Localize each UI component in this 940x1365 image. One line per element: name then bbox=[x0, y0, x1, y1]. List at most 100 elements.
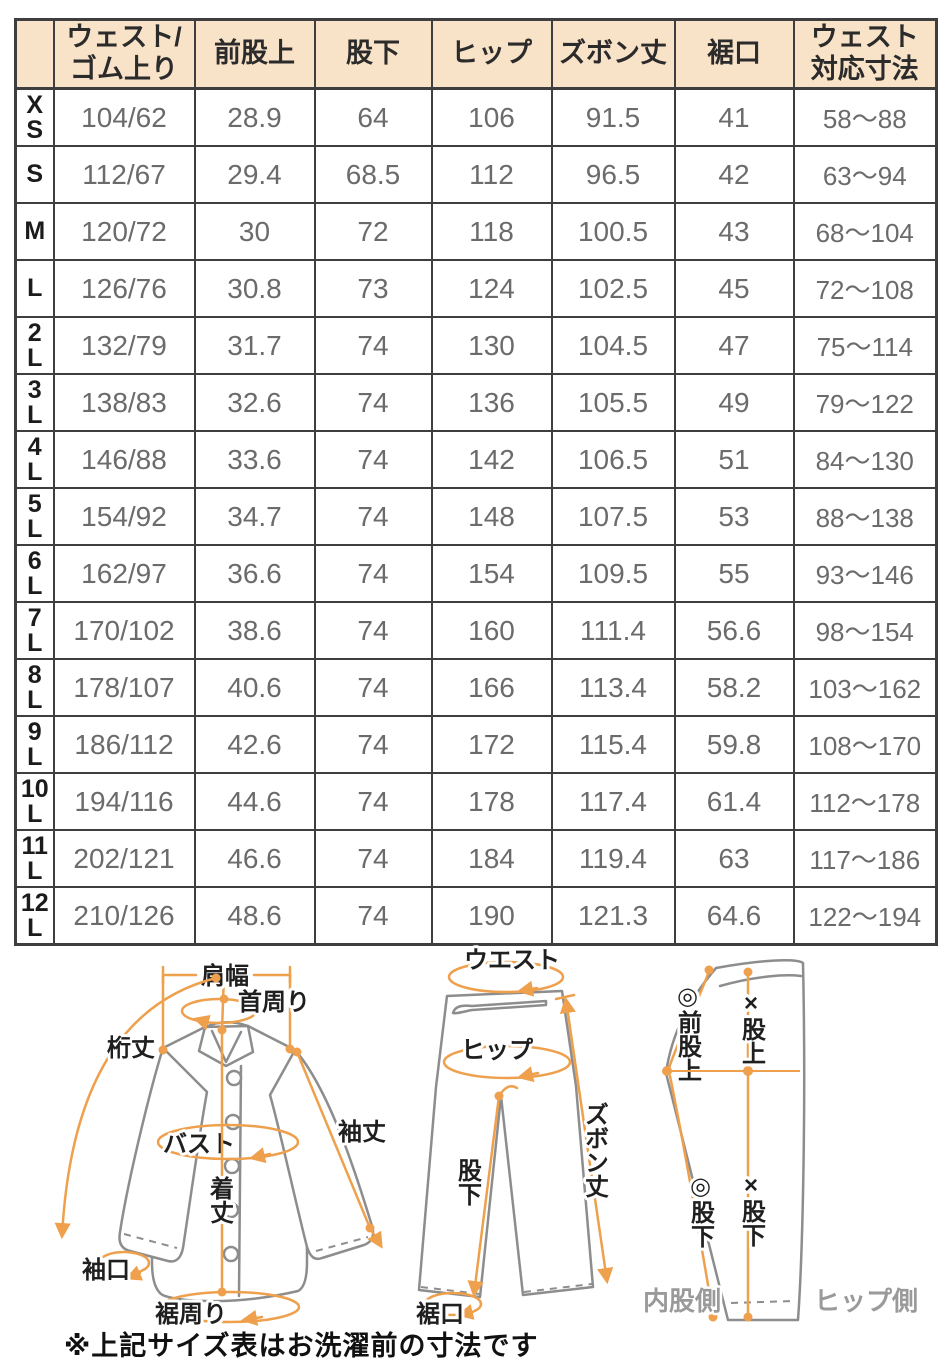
header-line: ヒップ bbox=[451, 38, 532, 69]
value-cell: 102.5 bbox=[550, 259, 676, 318]
value-cell: 34.7 bbox=[193, 487, 316, 546]
bust-ellipse bbox=[156, 1123, 300, 1161]
value-cell: 190 bbox=[430, 886, 553, 946]
value-cell: 74 bbox=[313, 772, 433, 831]
cuff-ellipse bbox=[97, 1250, 151, 1276]
table-row: 3 L 138/83 32.6 74 136 105.5 49 79～122 bbox=[14, 373, 938, 432]
value-cell: 40.6 bbox=[193, 658, 316, 717]
size-cell: 9 L bbox=[14, 715, 55, 774]
col-header-hem: 裾口 bbox=[673, 18, 795, 90]
value-cell: 91.5 bbox=[550, 87, 676, 147]
col-header-inseam: 股下 bbox=[313, 18, 433, 90]
table-row: 4 L 146/88 33.6 74 142 106.5 51 84～130 bbox=[14, 430, 938, 489]
pants-length-label: ズボン丈 bbox=[581, 1102, 609, 1198]
header-line: ウェスト/ bbox=[66, 22, 182, 53]
value-cell: 63～94 bbox=[792, 145, 938, 204]
value-cell: 74 bbox=[313, 316, 433, 375]
value-cell: 118 bbox=[430, 202, 553, 261]
value-cell: 104.5 bbox=[550, 316, 676, 375]
value-cell: 109.5 bbox=[550, 544, 676, 603]
value-cell: 117.4 bbox=[550, 772, 676, 831]
inseam-line bbox=[467, 1094, 501, 1298]
hem-opening-label: 裾口 bbox=[416, 1300, 464, 1328]
inner-side-label: 内股側 bbox=[643, 1286, 721, 1316]
col-header-waist-elastic: ウェスト/ ゴム上り bbox=[52, 18, 196, 90]
size-chart-table: ウェスト/ ゴム上り 前股上 股下 ヒップ ズボン丈 裾口 ウェスト 対応寸法 bbox=[14, 18, 938, 946]
value-cell: 58.2 bbox=[673, 658, 795, 717]
value-cell: 75～114 bbox=[792, 316, 938, 375]
drawstring bbox=[451, 999, 548, 1015]
size-cell: 7 L bbox=[14, 601, 55, 660]
col-header-waist-range: ウェスト 対応寸法 bbox=[792, 18, 938, 90]
waist-label: ウエスト bbox=[464, 947, 560, 974]
side-outline bbox=[664, 959, 806, 1322]
diagram-canvas: 肩幅 首周り 桁丈 バスト 着丈 袖丈 袖口 裾周り bbox=[54, 944, 921, 1331]
pants-front-diagram: ウエスト ヒップ ズボン丈 股下 裾口 bbox=[413, 944, 614, 1331]
corner-cell bbox=[14, 18, 55, 90]
hip-side-label: ヒップ側 bbox=[814, 1286, 918, 1316]
value-cell: 106 bbox=[430, 87, 553, 147]
value-cell: 119.4 bbox=[550, 829, 676, 888]
col-header-front-rise: 前股上 bbox=[193, 18, 316, 90]
value-cell: 113.4 bbox=[550, 658, 676, 717]
table-row: M 120/72 30 72 118 100.5 43 68～104 bbox=[14, 202, 938, 261]
measurement-diagrams: 肩幅 首周り 桁丈 バスト 着丈 袖丈 袖口 裾周り bbox=[0, 944, 940, 1360]
value-cell: 88～138 bbox=[792, 487, 938, 546]
value-cell: 79～122 bbox=[792, 373, 938, 432]
value-cell: 38.6 bbox=[193, 601, 316, 660]
hem-opening-ellipse bbox=[423, 1291, 483, 1317]
value-cell: 142 bbox=[430, 430, 553, 489]
waist-arrow bbox=[516, 980, 539, 997]
value-cell: 63 bbox=[673, 829, 795, 888]
shirt-diagram: 肩幅 首周り 桁丈 バスト 着丈 袖丈 袖口 裾周り bbox=[54, 959, 386, 1331]
value-cell: 154 bbox=[430, 544, 553, 603]
value-cell: 68.5 bbox=[313, 145, 433, 204]
shirt-left-sleeve bbox=[118, 1046, 209, 1263]
size-cell: 12 L bbox=[14, 886, 55, 946]
pants-hem-dashes bbox=[420, 1283, 593, 1295]
col-header-pants-length: ズボン丈 bbox=[550, 18, 676, 90]
value-cell: 106.5 bbox=[550, 430, 676, 489]
inseam-a-label: ◎股下 bbox=[687, 1172, 715, 1248]
table-row: 7 L 170/102 38.6 74 160 111.4 56.6 98～154 bbox=[14, 601, 938, 660]
table-row: L 126/76 30.8 73 124 102.5 45 72～108 bbox=[14, 259, 938, 318]
neck-ellipse bbox=[180, 997, 258, 1025]
value-cell: 32.6 bbox=[193, 373, 316, 432]
shoulder-width-line bbox=[161, 965, 292, 985]
table-row: S 112/67 29.4 68.5 112 96.5 42 63～94 bbox=[14, 145, 938, 204]
side-hem-dashes bbox=[730, 1300, 795, 1304]
value-cell: 68～104 bbox=[792, 202, 938, 261]
value-cell: 48.6 bbox=[193, 886, 316, 946]
collar-lapels bbox=[197, 1024, 255, 1068]
value-cell: 108～170 bbox=[792, 715, 938, 774]
pants-side-diagram: ◎前股上 ×股上 ◎股下 ×股下 内股側 ヒップ側 bbox=[641, 959, 921, 1322]
table-row: 6 L 162/97 36.6 74 154 109.5 55 93～146 bbox=[14, 544, 938, 603]
value-cell: 30.8 bbox=[193, 259, 316, 318]
table-row: 8 L 178/107 40.6 74 166 113.4 58.2 103～162 bbox=[14, 658, 938, 717]
left-cuff-dashes bbox=[123, 1233, 178, 1249]
value-cell: 136 bbox=[430, 373, 553, 432]
value-cell: 43 bbox=[673, 202, 795, 261]
value-cell: 74 bbox=[313, 487, 433, 546]
inseam-a-line bbox=[668, 1074, 715, 1316]
size-cell: 5 L bbox=[14, 487, 55, 546]
value-cell: 64.6 bbox=[673, 886, 795, 946]
header-line: ゴム上り bbox=[70, 54, 178, 84]
value-cell: 202/121 bbox=[52, 829, 196, 888]
value-cell: 124 bbox=[430, 259, 553, 318]
table-row: 10 L 194/116 44.6 74 178 117.4 61.4 112～178 bbox=[14, 772, 938, 831]
pants-length-tick bbox=[554, 993, 576, 1001]
value-cell: 33.6 bbox=[193, 430, 316, 489]
header-line: ウェスト bbox=[810, 22, 919, 53]
placket-line bbox=[237, 1064, 243, 1298]
header-line: 股下 bbox=[346, 38, 400, 69]
value-cell: 162/97 bbox=[52, 544, 196, 603]
value-cell: 74 bbox=[313, 601, 433, 660]
table-row: 2 L 132/79 31.7 74 130 104.5 47 75～114 bbox=[14, 316, 938, 375]
value-cell: 58～88 bbox=[792, 87, 938, 147]
value-cell: 84～130 bbox=[792, 430, 938, 489]
footnote: ※上記サイズ表はお洗濯前の寸法です bbox=[64, 1331, 539, 1361]
body-length-label: 着丈 bbox=[206, 1175, 234, 1224]
value-cell: 160 bbox=[430, 601, 553, 660]
value-cell: 42.6 bbox=[193, 715, 316, 774]
